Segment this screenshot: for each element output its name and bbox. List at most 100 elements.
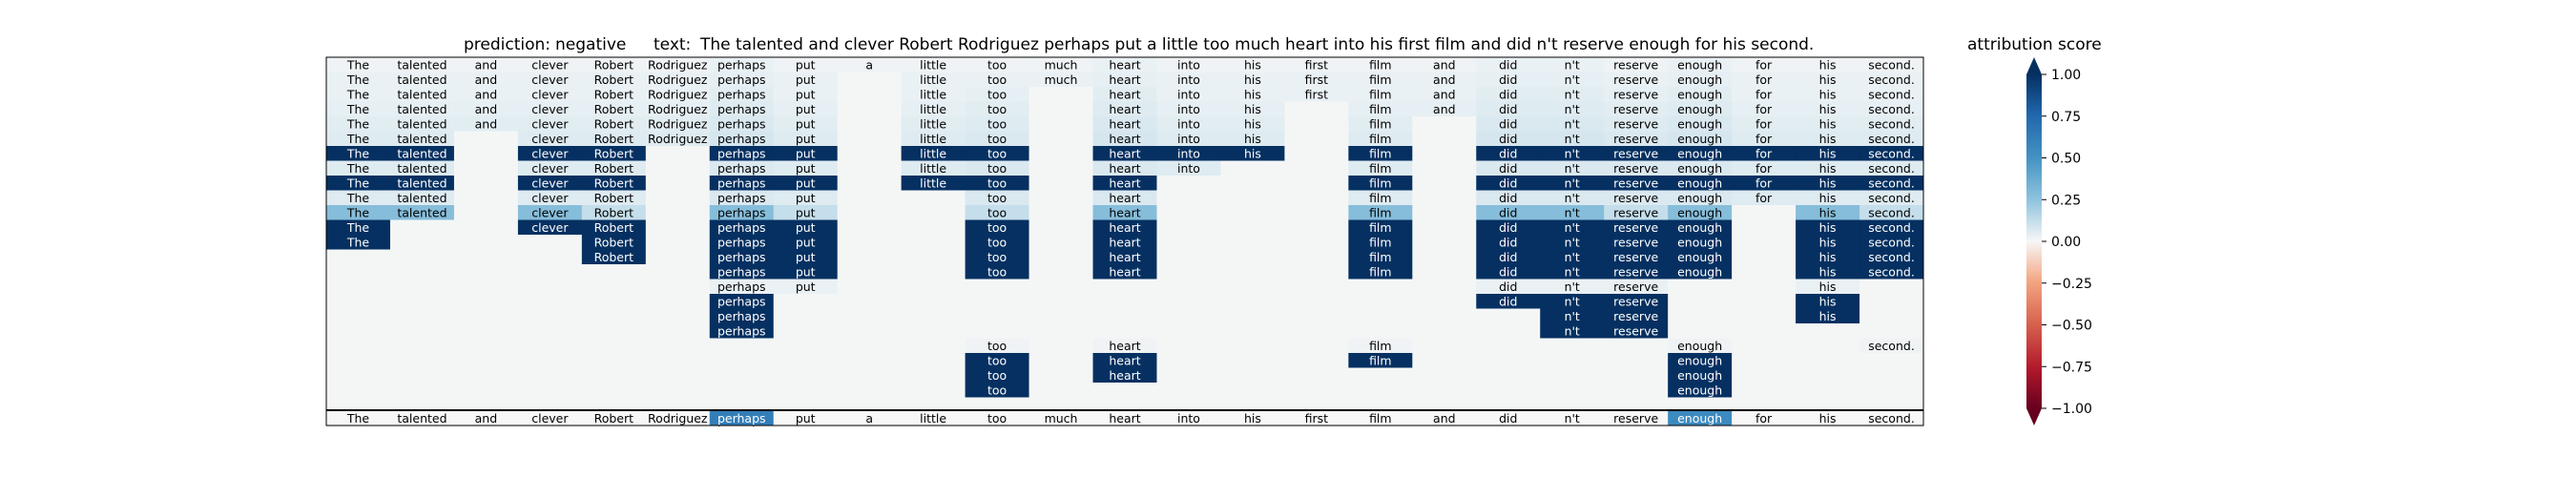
heatmap-cell: [1859, 101, 1924, 117]
heatmap-cell: [1604, 72, 1669, 88]
heatmap-cell: [1412, 279, 1477, 295]
heatmap-cell: [901, 176, 966, 191]
cell-token-label: The: [346, 116, 370, 131]
summary-token-label: first: [1305, 411, 1329, 425]
heatmap-cell: [1668, 101, 1733, 117]
heatmap-cell: [1348, 383, 1413, 398]
heatmap-cell: [1412, 87, 1477, 102]
heatmap-cell: [645, 190, 711, 206]
cell-token-label: clever: [531, 205, 569, 219]
cell-token-label: second.: [1868, 146, 1915, 160]
heatmap-cell: [709, 72, 775, 88]
cell-token-label: too: [987, 102, 1007, 116]
heatmap-cell: [1156, 57, 1221, 73]
heatmap-cell: [709, 367, 775, 384]
heatmap-cell: [1156, 397, 1221, 413]
heatmap-cell: [1732, 190, 1797, 206]
heatmap-cell: [1604, 176, 1669, 191]
heatmap-cell: [1604, 131, 1669, 147]
cell-token-label: enough: [1677, 176, 1722, 190]
heatmap-cell: [1732, 131, 1797, 147]
cell-token-label: little: [920, 102, 946, 116]
cell-token-label: reserve: [1613, 309, 1658, 323]
heatmap-cell: [581, 57, 647, 73]
cell-token-label: too: [987, 191, 1007, 205]
heatmap-cell: [965, 219, 1030, 236]
cell-token-label: little: [920, 116, 946, 131]
heatmap-cell: [709, 160, 775, 176]
heatmap-cell: [901, 72, 966, 88]
heatmap-cell: [581, 249, 647, 265]
heatmap-cell: [709, 190, 775, 206]
cell-token-label: enough: [1677, 102, 1722, 116]
cell-token-label: enough: [1677, 339, 1722, 353]
cell-token-label: reserve: [1613, 280, 1658, 294]
heatmap-cell: [326, 353, 391, 368]
cell-token-label: clever: [531, 73, 569, 87]
heatmap-cell: [1028, 116, 1094, 132]
cell-token-label: did: [1499, 102, 1517, 116]
heatmap-cell: [1028, 176, 1094, 191]
cell-token-label: into: [1177, 161, 1200, 176]
heatmap-cell: [1540, 294, 1605, 309]
cell-token-label: clever: [531, 161, 569, 176]
cell-token-label: enough: [1677, 383, 1722, 397]
heatmap-cell: [645, 294, 711, 309]
heatmap-cell: [709, 323, 775, 339]
cell-token-label: film: [1369, 339, 1392, 353]
heatmap-cell: [1092, 219, 1157, 236]
cell-token-label: put: [796, 280, 816, 294]
cell-token-label: film: [1369, 191, 1392, 205]
cell-token-label: second.: [1868, 57, 1915, 72]
heatmap-cell: [1284, 160, 1349, 176]
heatmap-cell: [1668, 338, 1733, 354]
heatmap-cell: [1156, 323, 1221, 339]
heatmap-cell: [326, 72, 391, 88]
cell-token-label: The: [346, 220, 370, 235]
heatmap-cell: [1156, 72, 1221, 88]
cell-token-label: enough: [1677, 146, 1722, 160]
heatmap-cell: [1476, 146, 1541, 161]
heatmap-cell: [389, 279, 455, 295]
cell-token-label: n't: [1565, 191, 1580, 205]
heatmap-cell: [773, 397, 839, 413]
heatmap-cell: [773, 101, 839, 117]
cell-token-label: put: [796, 87, 816, 101]
cell-token-label: n't: [1565, 264, 1580, 279]
heatmap-cell: [1476, 249, 1541, 265]
heatmap-cell: [453, 57, 519, 73]
cell-token-label: enough: [1677, 250, 1722, 264]
heatmap-cell: [1476, 176, 1541, 191]
cell-token-label: The: [346, 205, 370, 219]
heatmap-cell: [965, 205, 1030, 220]
heatmap-cell: [453, 323, 519, 339]
heatmap-cell: [1668, 176, 1733, 191]
cell-token-label: film: [1369, 235, 1392, 249]
cell-token-label: n't: [1565, 309, 1580, 323]
heatmap-cell: [901, 131, 966, 147]
cell-token-label: his: [1244, 102, 1261, 116]
cell-token-label: clever: [531, 132, 569, 146]
heatmap-cell: [517, 383, 583, 398]
cell-token-label: second.: [1868, 191, 1915, 205]
heatmap-cell: [1348, 176, 1413, 191]
cell-token-label: film: [1369, 176, 1392, 190]
heatmap-cell: [1796, 279, 1860, 295]
heatmap-cell: [581, 308, 647, 324]
heatmap-cell: [1028, 264, 1094, 280]
heatmap-cell: [1732, 323, 1797, 339]
heatmap-cell: [1604, 397, 1669, 413]
heatmap-cell: [1220, 308, 1285, 324]
cell-token-label: much: [1045, 73, 1078, 87]
heatmap-cell: [709, 101, 775, 117]
heatmap-cell: [581, 235, 647, 250]
heatmap-cell: [1284, 279, 1349, 295]
heatmap-cell: [581, 176, 647, 191]
cell-token-label: did: [1499, 250, 1517, 264]
cell-token-label: film: [1369, 353, 1392, 367]
heatmap-cell: [1284, 235, 1349, 250]
heatmap-cell: [709, 338, 775, 354]
heatmap-cell: [1859, 383, 1924, 398]
heatmap-cell: [1284, 72, 1349, 88]
cell-token-label: Robert: [594, 250, 634, 264]
